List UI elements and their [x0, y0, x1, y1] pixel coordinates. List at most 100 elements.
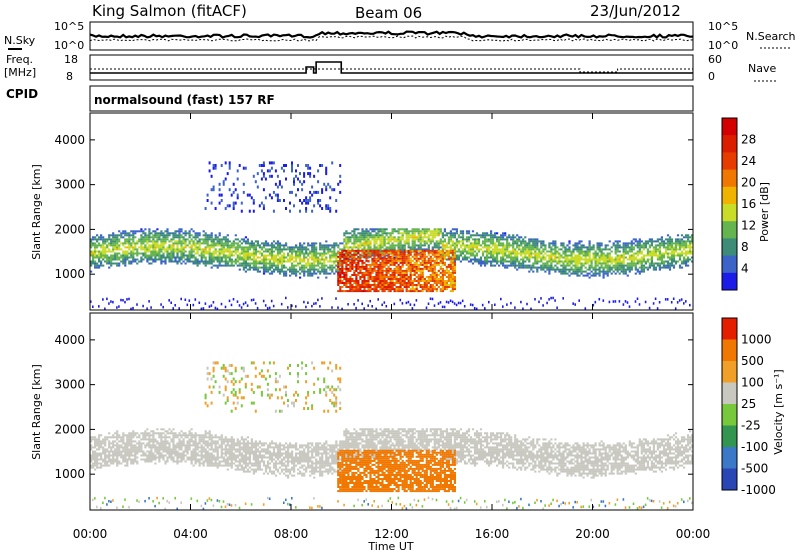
data-cell [191, 251, 193, 253]
data-cell [410, 270, 412, 272]
data-cell [130, 246, 132, 248]
data-cell [285, 261, 287, 263]
data-cell [653, 248, 655, 250]
data-cell [174, 234, 176, 236]
data-cell [589, 259, 591, 261]
data-cell [544, 265, 546, 267]
data-cell [237, 265, 239, 267]
data-cell [170, 232, 172, 234]
data-cell [303, 255, 305, 257]
data-cell [500, 259, 502, 261]
data-cell [233, 265, 235, 267]
data-cell [412, 234, 414, 236]
data-cell [434, 264, 436, 266]
data-cell [116, 234, 118, 236]
data-cell [359, 286, 361, 288]
data-cell [384, 242, 386, 244]
data-cell [536, 263, 538, 265]
data-cell [643, 248, 645, 250]
data-cell [379, 228, 381, 230]
data-cell [458, 236, 460, 238]
data-cell [452, 272, 454, 274]
data-cell [219, 188, 221, 191]
data-cell [345, 262, 347, 264]
data-cell [353, 242, 355, 244]
data-cell [162, 261, 164, 263]
data-cell [289, 251, 291, 253]
data-cell [219, 232, 221, 234]
data-cell [414, 266, 416, 268]
data-cell [390, 250, 392, 252]
data-cell [534, 242, 536, 244]
data-cell [496, 263, 498, 265]
data-cell [277, 267, 279, 269]
data-cell [203, 238, 205, 240]
freq-label: Freq. [6, 53, 33, 66]
data-cell [635, 269, 637, 271]
data-cell [508, 261, 510, 263]
data-cell [124, 246, 126, 248]
data-cell [430, 264, 432, 266]
data-cell [420, 238, 422, 240]
data-cell [309, 267, 311, 269]
data-cell [522, 257, 524, 259]
data-cell [195, 238, 197, 240]
data-cell [128, 236, 130, 238]
data-cell [458, 257, 460, 259]
data-cell [211, 234, 213, 236]
data-cell [496, 240, 498, 242]
data-cell [209, 244, 211, 246]
data-cell [221, 244, 223, 246]
data-cell [568, 269, 570, 271]
data-cell [436, 240, 438, 242]
data-cell [657, 259, 659, 261]
data-cell [375, 284, 377, 286]
data-cell [482, 263, 484, 265]
data-cell [180, 242, 182, 244]
data-cell [239, 259, 241, 261]
data-cell [367, 304, 369, 307]
data-cell [112, 255, 114, 257]
data-cell [651, 259, 653, 261]
data-cell [185, 234, 187, 236]
data-cell [309, 196, 311, 199]
data-cell [142, 230, 144, 232]
data-cell [683, 257, 685, 259]
data-cell [267, 248, 269, 250]
data-cell [215, 257, 217, 259]
data-cell [496, 259, 498, 261]
data-cell [544, 259, 546, 261]
data-cell [522, 263, 524, 265]
data-cell [142, 246, 144, 248]
data-cell [341, 262, 343, 264]
data-cell [94, 265, 96, 267]
data-cell [623, 271, 625, 273]
data-cell [472, 246, 474, 248]
data-cell [440, 276, 442, 278]
data-cell [205, 238, 207, 240]
data-cell [217, 244, 219, 246]
data-cell [219, 253, 221, 255]
data-cell [178, 261, 180, 263]
data-cell [283, 244, 285, 246]
data-cell [251, 255, 253, 257]
data-cell [428, 254, 430, 256]
data-cell [303, 271, 305, 273]
data-cell [478, 261, 480, 263]
data-cell [371, 236, 373, 238]
data-cell [629, 269, 631, 271]
data-cell [335, 269, 337, 271]
data-cell [500, 238, 502, 240]
data-cell [687, 244, 689, 246]
data-cell [249, 194, 251, 197]
data-cell [621, 267, 623, 269]
data-cell [345, 276, 347, 278]
data-cell [367, 282, 369, 284]
data-cell [538, 248, 540, 250]
data-cell [398, 232, 400, 234]
data-cell [482, 234, 484, 236]
data-cell [365, 240, 367, 242]
data-cell [279, 180, 281, 183]
data-cell [227, 246, 229, 248]
